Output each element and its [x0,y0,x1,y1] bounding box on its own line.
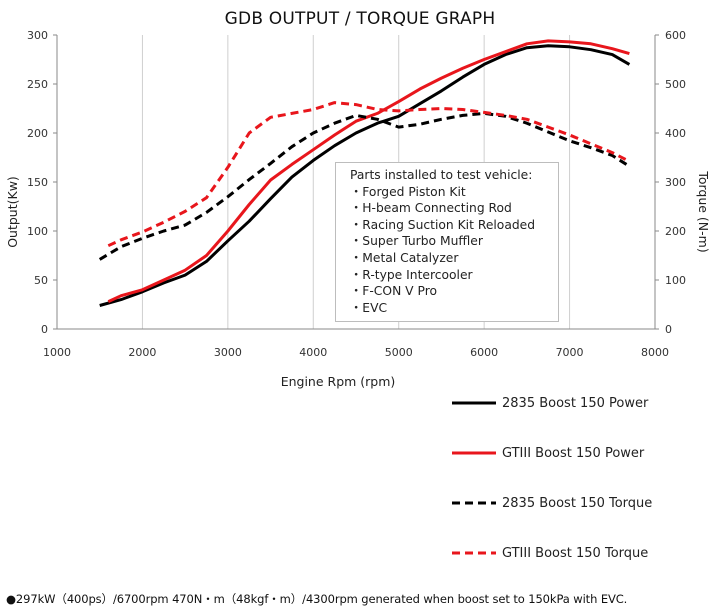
y-right-tick-label: 100 [665,274,686,287]
parts-item: ・EVC [350,300,388,315]
y-right-tick-label: 400 [665,127,686,140]
series-lines [98,39,631,307]
parts-item: ・R-type Intercooler [350,267,473,282]
footnote: ●297kW（400ps）/6700rpm 470N・m（48kgf・m）/43… [6,592,628,606]
parts-item: ・Super Turbo Muffler [350,234,483,249]
legend-item: 2835 Boost 150 Power [452,378,712,428]
legend-swatch [452,551,496,555]
parts-item: ・Metal Catalyzer [350,250,459,265]
y-axis-right-label: Torque (N-m) [696,170,711,252]
x-tick-label: 3000 [214,346,242,359]
x-axis-label: Engine Rpm (rpm) [281,374,396,389]
y-right-tick-label: 300 [665,176,686,189]
x-tick-label: 1000 [43,346,71,359]
legend-item: GTIII Boost 150 Power [452,428,712,478]
legend-item: 2835 Boost 150 Torque [452,478,712,528]
x-tick-label: 7000 [556,346,584,359]
y-right-tick-label: 0 [665,323,672,336]
y-left-tick-label: 150 [27,176,48,189]
y-left-tick-label: 250 [27,78,48,91]
y-left-tick-label: 50 [34,274,48,287]
parts-item: ・Forged Piston Kit [350,184,466,199]
legend-swatch [452,401,496,405]
series-line-2835-boost-150-torque [98,111,631,261]
x-tick-label: 8000 [641,346,669,359]
y-right-tick-label: 600 [665,29,686,42]
y-left-tick-label: 100 [27,225,48,238]
legend-item: GTIII Boost 150 Torque [452,528,712,578]
chart-title: GDB OUTPUT / TORQUE GRAPH [224,9,496,29]
x-tick-label: 5000 [385,346,413,359]
y-left-tick-label: 0 [41,323,48,336]
legend-label: 2835 Boost 150 Power [502,395,649,411]
y-axis-left-label: Output(Kw) [5,176,20,248]
parts-item: ・F-CON V Pro [350,284,438,299]
x-tick-label: 4000 [299,346,327,359]
y-right-tick-label: 500 [665,78,686,91]
series-line-2835-boost-150-power [99,44,631,307]
parts-annotation-box: Parts installed to test vehicle: ・Forged… [335,162,559,322]
chart-legend: 2835 Boost 150 Power GTIII Boost 150 Pow… [452,378,712,578]
y-left-tick-label: 200 [27,127,48,140]
parts-heading: Parts installed to test vehicle: [350,168,533,182]
legend-label: GTIII Boost 150 Torque [502,545,649,561]
legend-swatch [452,451,496,455]
parts-item: ・H-beam Connecting Rod [350,201,512,216]
legend-label: 2835 Boost 150 Torque [502,495,653,511]
x-tick-label: 6000 [470,346,498,359]
y-left-tick-label: 300 [27,29,48,42]
legend-swatch [452,501,496,505]
x-tick-label: 2000 [128,346,156,359]
parts-item: ・Racing Suction Kit Reloaded [350,217,536,232]
series-line-gtiii-boost-150-power [107,39,630,303]
y-right-tick-label: 200 [665,225,686,238]
tick-labels: 1000 2000 3000 4000 5000 6000 7000 800005010015… [27,29,686,359]
axes [53,34,659,330]
legend-label: GTIII Boost 150 Power [502,445,645,461]
